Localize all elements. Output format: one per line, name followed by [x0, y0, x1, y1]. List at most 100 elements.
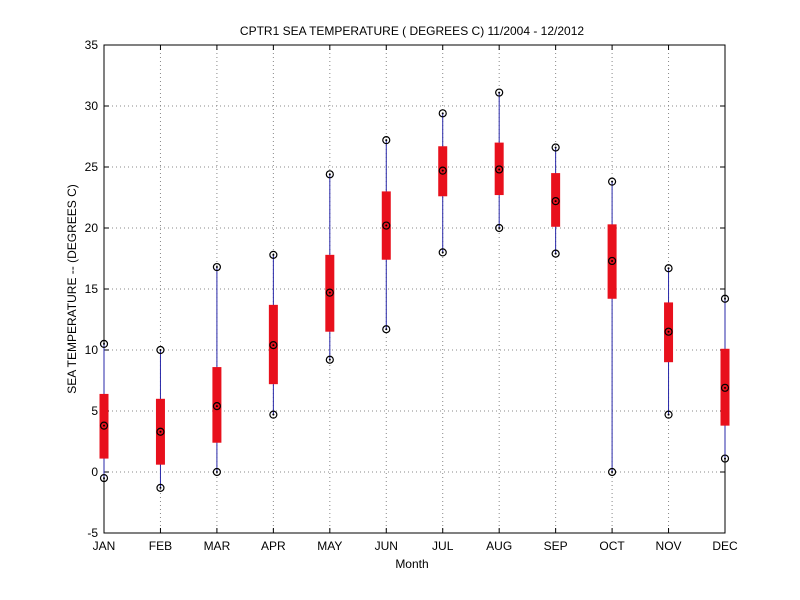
median-marker — [99, 421, 109, 430]
min-marker-dot — [498, 227, 501, 229]
min-marker — [720, 454, 730, 463]
median-marker — [325, 288, 334, 297]
y-tick-label: 15 — [85, 282, 99, 296]
max-marker-dot — [498, 91, 501, 94]
min-marker-dot — [215, 471, 218, 473]
median-marker — [720, 383, 730, 392]
max-marker-dot — [441, 112, 444, 115]
max-marker-dot — [667, 267, 670, 270]
chart-title: CPTR1 SEA TEMPERATURE ( DEGREES C) 11/20… — [240, 24, 584, 38]
min-marker — [325, 355, 334, 364]
x-tick-label: NOV — [656, 539, 682, 553]
median-marker — [156, 427, 165, 436]
max-marker-dot — [215, 266, 218, 269]
plot-frame — [103, 44, 726, 534]
box-may — [325, 170, 335, 364]
min-marker — [269, 410, 278, 419]
median-marker-dot — [611, 259, 614, 262]
median-marker-dot — [103, 424, 105, 427]
min-marker — [156, 483, 165, 492]
max-marker-dot — [272, 253, 275, 256]
x-tick-label: DEC — [712, 539, 738, 553]
median-marker-dot — [667, 330, 670, 333]
median-marker-dot — [272, 344, 275, 347]
median-marker — [664, 327, 673, 336]
y-tick-label: 10 — [85, 343, 99, 357]
y-tick-label: 20 — [85, 221, 99, 235]
max-marker — [720, 294, 730, 303]
max-marker-dot — [611, 180, 614, 183]
box-nov — [664, 264, 674, 419]
x-tick-label: JAN — [93, 539, 116, 553]
max-marker-dot — [724, 297, 726, 300]
median-marker-dot — [159, 430, 162, 433]
min-marker-dot — [272, 413, 275, 416]
x-tick-label: OCT — [599, 539, 625, 553]
min-marker — [99, 474, 109, 483]
max-marker — [607, 177, 617, 186]
min-marker — [551, 249, 560, 258]
median-marker-dot — [498, 168, 501, 171]
median-marker-dot — [441, 169, 444, 172]
tick-labels: -5 0 5 10 15 20 25 30 35 JAN FEB MAR APR MAY JUN JUL AUG… — [85, 38, 738, 553]
max-marker — [382, 136, 391, 145]
iqr-box — [551, 173, 561, 227]
max-marker — [495, 88, 504, 97]
box-mar — [212, 262, 222, 477]
max-marker — [325, 170, 334, 179]
max-marker — [438, 109, 447, 118]
iqr-box — [212, 367, 222, 443]
x-tick-label: MAR — [204, 539, 231, 553]
min-marker-dot — [385, 328, 388, 331]
y-tick-label: 0 — [91, 465, 98, 479]
box-apr — [268, 250, 278, 419]
max-marker — [664, 264, 673, 273]
box-dec — [720, 294, 730, 463]
median-marker-dot — [385, 224, 388, 227]
min-marker-dot — [611, 471, 614, 473]
x-tick-label: FEB — [149, 539, 172, 553]
max-marker — [156, 345, 165, 355]
box-jun — [381, 136, 391, 334]
x-tick-label: MAY — [317, 539, 342, 553]
max-marker — [551, 143, 560, 152]
max-marker — [99, 339, 109, 348]
grid — [104, 45, 725, 533]
box-feb — [155, 345, 165, 492]
axes — [103, 44, 726, 534]
median-marker-dot — [554, 200, 557, 203]
min-marker — [664, 410, 673, 419]
y-tick-label: 35 — [85, 38, 99, 52]
y-tick-label: 25 — [85, 160, 99, 174]
median-marker — [438, 166, 447, 175]
min-marker-dot — [554, 252, 557, 255]
box-jul — [438, 109, 448, 257]
box-oct — [607, 177, 617, 477]
min-marker-dot — [441, 251, 444, 254]
min-marker — [438, 248, 447, 257]
min-marker — [212, 467, 222, 477]
median-marker — [607, 256, 617, 266]
box-marks — [99, 88, 730, 492]
max-marker-dot — [159, 349, 162, 351]
median-marker-dot — [724, 386, 726, 389]
x-tick-label: JUL — [432, 539, 454, 553]
median-marker-dot — [328, 291, 331, 294]
x-tick-label: SEP — [544, 539, 568, 553]
y-tick-label: -5 — [87, 526, 98, 540]
max-marker-dot — [328, 173, 331, 176]
max-marker — [212, 262, 222, 272]
max-marker — [269, 250, 278, 259]
box-jan — [99, 339, 109, 483]
median-marker — [495, 165, 504, 174]
max-marker-dot — [103, 342, 105, 345]
box-sep — [551, 143, 561, 258]
min-marker-dot — [159, 486, 162, 489]
median-marker — [382, 221, 391, 230]
max-marker-dot — [554, 146, 557, 149]
min-marker — [495, 223, 504, 233]
min-marker-dot — [724, 457, 726, 460]
median-marker — [269, 341, 278, 350]
x-axis-label: Month — [395, 557, 428, 571]
